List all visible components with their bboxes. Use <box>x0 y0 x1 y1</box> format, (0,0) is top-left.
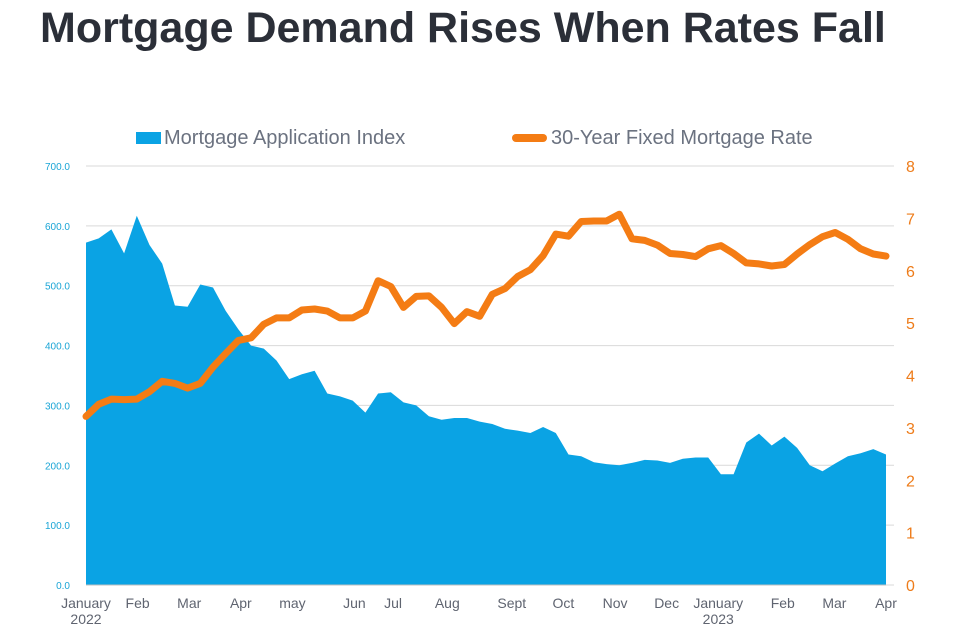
left-tick-label: 200.0 <box>45 461 70 472</box>
x-tick-label: Apr <box>230 595 252 611</box>
chart-title: Mortgage Demand Rises When Rates Fall <box>40 4 886 52</box>
left-tick-label: 0.0 <box>56 581 70 592</box>
left-tick-label: 300.0 <box>45 401 70 412</box>
left-tick-label: 400.0 <box>45 342 70 353</box>
right-axis: 0 1 2 3 4 5 6 7 8 <box>906 159 915 595</box>
x-tick-label: Mar <box>822 595 846 611</box>
x-tick-label: Mar <box>177 595 201 611</box>
x-tick-label: Aug <box>435 595 460 611</box>
right-tick-label: 1 <box>906 526 915 543</box>
right-tick-label: 8 <box>906 159 915 176</box>
series-area-application-index <box>86 215 886 585</box>
x-tick-label: Oct <box>553 595 575 611</box>
right-tick-label: 2 <box>906 473 915 490</box>
legend-label-application-index: Mortgage Application Index <box>164 127 405 149</box>
left-tick-label: 700.0 <box>45 162 70 173</box>
x-tick-label: January 2023 <box>693 595 743 627</box>
series-line-mortgage-rate <box>82 210 890 420</box>
x-axis: January 2022 Feb Mar Apr may Jun Jul Aug Sept Oct N… <box>61 584 897 627</box>
x-tick-label: Nov <box>603 595 628 611</box>
x-tick-label: Jul <box>384 595 402 611</box>
left-axis: 0.0 100.0 200.0 300.0 400.0 500.0 600.0 700.0 <box>45 162 70 592</box>
legend-area-swatch <box>136 132 161 144</box>
x-tick-label: may <box>279 595 305 611</box>
x-tick-label: Feb <box>126 595 150 611</box>
x-tick-label: Sept <box>497 595 526 611</box>
x-tick-label: Dec <box>654 595 679 611</box>
right-tick-label: 7 <box>906 211 915 228</box>
left-tick-label: 100.0 <box>45 521 70 532</box>
x-tick-label: January 2022 <box>61 595 111 627</box>
legend: Mortgage Application Index 30-Year Fixed… <box>136 127 813 149</box>
right-tick-label: 6 <box>906 264 915 281</box>
right-tick-label: 5 <box>906 316 915 333</box>
x-tick-label: Jun <box>343 595 366 611</box>
right-tick-label: 0 <box>906 578 915 595</box>
left-tick-label: 600.0 <box>45 222 70 233</box>
left-tick-label: 500.0 <box>45 282 70 293</box>
area-series-layer <box>86 215 886 585</box>
x-tick-label: Apr <box>875 595 897 611</box>
legend-label-mortgage-rate: 30-Year Fixed Mortgage Rate <box>551 127 813 149</box>
x-tick-label: Feb <box>771 595 795 611</box>
right-tick-label: 3 <box>906 421 915 438</box>
line-series-layer <box>82 210 890 420</box>
right-tick-label: 4 <box>906 369 915 386</box>
